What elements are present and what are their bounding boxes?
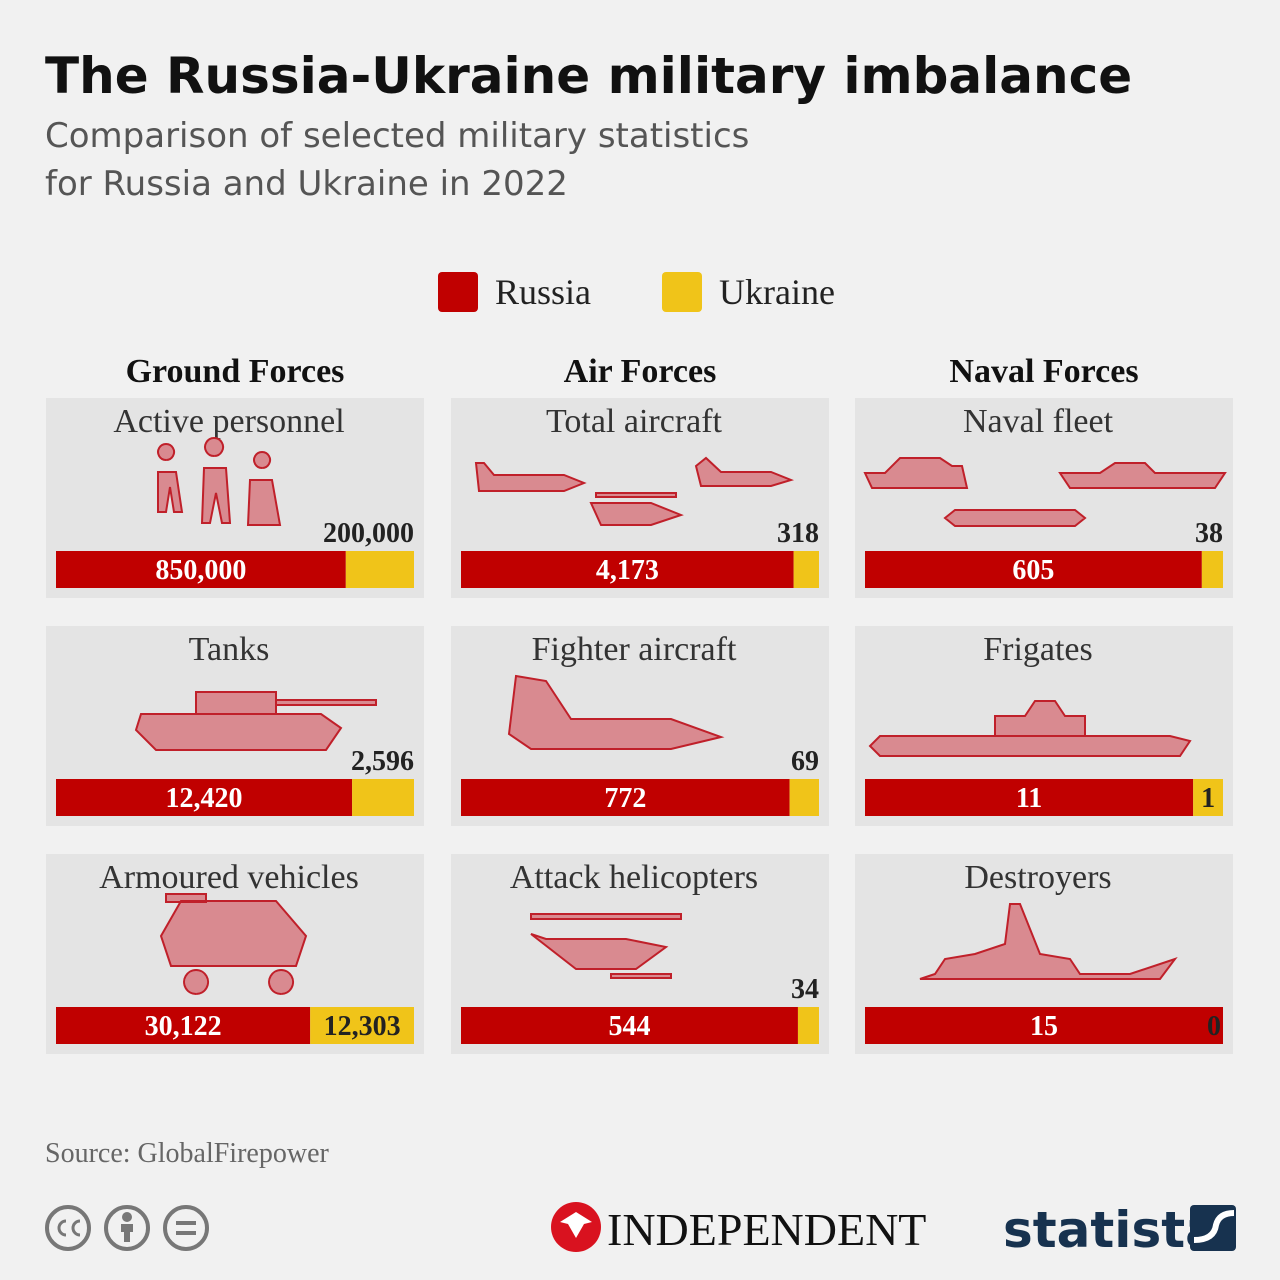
value-label: 12,420 <box>166 783 243 814</box>
value-label: 0 <box>1207 1011 1221 1042</box>
icon <box>863 457 1227 527</box>
legend-label: Russia <box>495 272 591 312</box>
panel: Armoured vehicles 30,122 12,303 <box>46 854 424 1054</box>
icon <box>530 913 682 979</box>
value-label: 772 <box>604 783 646 814</box>
panel-title: Active personnel <box>113 403 344 440</box>
source: Source: GlobalFirepower <box>45 1138 329 1169</box>
bar-segment <box>56 779 353 816</box>
value-label: 34 <box>791 974 819 1005</box>
group-title: Ground Forces <box>126 353 345 390</box>
panel-title: Armoured vehicles <box>99 859 359 896</box>
logo-text: INDEPENDENT <box>607 1204 926 1255</box>
icon <box>507 674 725 750</box>
panel: Total aircraft 4,173 318 <box>451 398 829 598</box>
bar-segment <box>56 1007 311 1044</box>
bar-segment <box>461 779 790 816</box>
logo-text: statista <box>1003 1201 1219 1259</box>
legend-label: Ukraine <box>719 272 835 312</box>
panel: Destroyers 15 0 <box>855 854 1233 1054</box>
bar-segment <box>1193 779 1223 816</box>
panel: Active personnel 850,000 200,000 <box>46 398 424 598</box>
icon <box>474 456 795 526</box>
subtitle: Comparison of selected military statisti… <box>45 116 749 156</box>
independent-logo: INDEPENDENT <box>551 1202 926 1255</box>
bar-segment <box>797 1007 819 1044</box>
panel-title: Total aircraft <box>546 403 723 440</box>
panel-title: Tanks <box>189 631 270 668</box>
panel-title: Attack helicopters <box>510 859 758 896</box>
panel-title: Fighter aircraft <box>532 631 737 668</box>
statista-logo: statista <box>1003 1201 1236 1259</box>
bar-segment <box>1201 551 1223 588</box>
legend-swatch <box>438 272 478 312</box>
value-label: 4,173 <box>596 555 659 586</box>
group-title: Naval Forces <box>949 353 1138 390</box>
bar-segment <box>865 551 1202 588</box>
value-label: 30,122 <box>145 1011 222 1042</box>
value-label: 15 <box>1030 1011 1058 1042</box>
subtitle: for Russia and Ukraine in 2022 <box>45 164 568 204</box>
bar-segment <box>865 779 1194 816</box>
icon <box>868 700 1192 757</box>
panel-title: Destroyers <box>964 859 1111 896</box>
value-label: 318 <box>777 518 819 549</box>
group-title: Air Forces <box>564 353 717 390</box>
panel: Attack helicopters 544 34 <box>451 854 829 1054</box>
value-label: 2,596 <box>351 746 414 777</box>
panel-title: Frigates <box>983 631 1093 668</box>
bar-segment <box>345 551 414 588</box>
bar-segment <box>310 1007 414 1044</box>
value-label: 12,303 <box>324 1011 401 1042</box>
value-label: 1 <box>1201 783 1215 814</box>
value-label: 69 <box>791 746 819 777</box>
title: The Russia-Ukraine military imbalance <box>45 47 1132 105</box>
value-label: 850,000 <box>155 555 246 586</box>
bar-segment <box>793 551 819 588</box>
bar-segment <box>865 1007 1223 1044</box>
icon <box>157 437 282 526</box>
license-icons <box>45 1205 209 1251</box>
bar-segment <box>352 779 414 816</box>
bar-segment <box>461 551 794 588</box>
bar-segment <box>461 1007 798 1044</box>
icon <box>919 903 1178 980</box>
panel: Tanks 12,420 2,596 <box>46 626 424 826</box>
value-label: 11 <box>1016 783 1042 814</box>
value-label: 200,000 <box>323 518 414 549</box>
icon <box>159 893 308 995</box>
panel: Naval fleet 605 38 <box>855 398 1233 598</box>
value-label: 38 <box>1195 518 1223 549</box>
value-label: 544 <box>608 1011 650 1042</box>
panel-title: Naval fleet <box>963 403 1114 440</box>
icon <box>134 691 377 751</box>
legend-swatch <box>662 272 702 312</box>
value-label: 605 <box>1012 555 1054 586</box>
panel: Fighter aircraft 772 69 <box>451 626 829 826</box>
bar-segment <box>789 779 819 816</box>
bar-segment <box>56 551 346 588</box>
